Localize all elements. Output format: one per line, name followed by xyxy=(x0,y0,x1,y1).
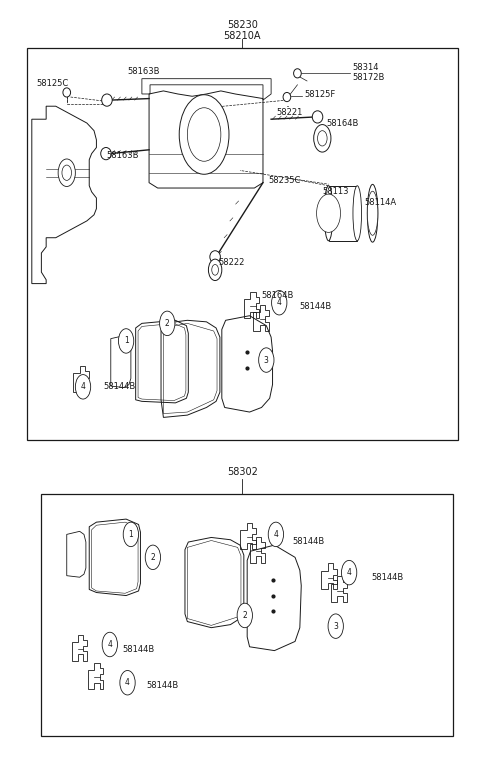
Text: 58302: 58302 xyxy=(227,467,258,477)
Ellipse shape xyxy=(101,148,111,160)
Ellipse shape xyxy=(367,185,378,242)
Text: 4: 4 xyxy=(347,568,351,577)
Circle shape xyxy=(208,259,222,280)
Text: 2: 2 xyxy=(165,319,169,328)
Circle shape xyxy=(75,375,91,399)
Text: 58114A: 58114A xyxy=(364,198,396,207)
Text: 58235C: 58235C xyxy=(269,176,301,185)
Circle shape xyxy=(58,159,75,186)
Text: 1: 1 xyxy=(129,530,133,539)
Ellipse shape xyxy=(367,192,378,235)
Ellipse shape xyxy=(283,93,291,102)
Circle shape xyxy=(272,290,287,315)
Circle shape xyxy=(62,165,72,180)
Circle shape xyxy=(328,614,343,638)
Text: 58113: 58113 xyxy=(323,188,349,196)
Circle shape xyxy=(159,311,175,336)
Text: 58144B: 58144B xyxy=(372,574,404,582)
Bar xyxy=(27,48,458,440)
Circle shape xyxy=(268,522,284,547)
Text: 4: 4 xyxy=(108,640,112,649)
Text: 58314: 58314 xyxy=(352,64,379,73)
Text: 58164B: 58164B xyxy=(262,291,294,300)
Circle shape xyxy=(317,194,340,232)
Text: 58144B: 58144B xyxy=(147,680,179,689)
Text: 58144B: 58144B xyxy=(300,302,332,311)
Circle shape xyxy=(123,522,139,547)
Ellipse shape xyxy=(102,94,112,106)
Circle shape xyxy=(187,108,221,162)
Text: 58221: 58221 xyxy=(276,108,302,117)
Circle shape xyxy=(314,125,331,152)
Text: 3: 3 xyxy=(333,622,338,630)
Ellipse shape xyxy=(210,250,220,263)
Text: 58144B: 58144B xyxy=(293,537,325,545)
Text: 58144B: 58144B xyxy=(123,644,155,653)
Ellipse shape xyxy=(63,88,71,97)
Text: 4: 4 xyxy=(125,678,130,687)
Circle shape xyxy=(179,95,229,174)
Circle shape xyxy=(145,545,160,570)
Bar xyxy=(41,494,453,736)
Ellipse shape xyxy=(353,185,361,241)
Text: 3: 3 xyxy=(264,355,269,365)
Circle shape xyxy=(102,632,118,656)
Text: 58163B: 58163B xyxy=(106,151,139,159)
Text: 58172B: 58172B xyxy=(352,73,385,82)
Ellipse shape xyxy=(294,69,301,78)
Circle shape xyxy=(259,348,274,372)
Text: 1: 1 xyxy=(124,336,129,345)
Ellipse shape xyxy=(324,185,333,241)
Text: 58163B: 58163B xyxy=(128,67,160,76)
Text: 58125C: 58125C xyxy=(36,79,69,88)
Text: 4: 4 xyxy=(277,298,282,307)
Circle shape xyxy=(237,603,252,627)
Text: 4: 4 xyxy=(81,382,85,391)
Circle shape xyxy=(212,264,218,275)
Circle shape xyxy=(120,670,135,695)
Text: 58164B: 58164B xyxy=(326,119,359,127)
Circle shape xyxy=(119,329,134,353)
Text: 2: 2 xyxy=(242,611,247,620)
Text: 58222: 58222 xyxy=(218,258,245,267)
Text: 58144B: 58144B xyxy=(104,382,136,391)
Text: 4: 4 xyxy=(274,530,278,539)
Circle shape xyxy=(318,131,327,146)
Circle shape xyxy=(341,561,357,585)
Ellipse shape xyxy=(312,111,323,123)
Text: 58125F: 58125F xyxy=(305,90,336,100)
Text: 58230
58210A: 58230 58210A xyxy=(224,20,261,41)
Text: 2: 2 xyxy=(151,553,155,561)
